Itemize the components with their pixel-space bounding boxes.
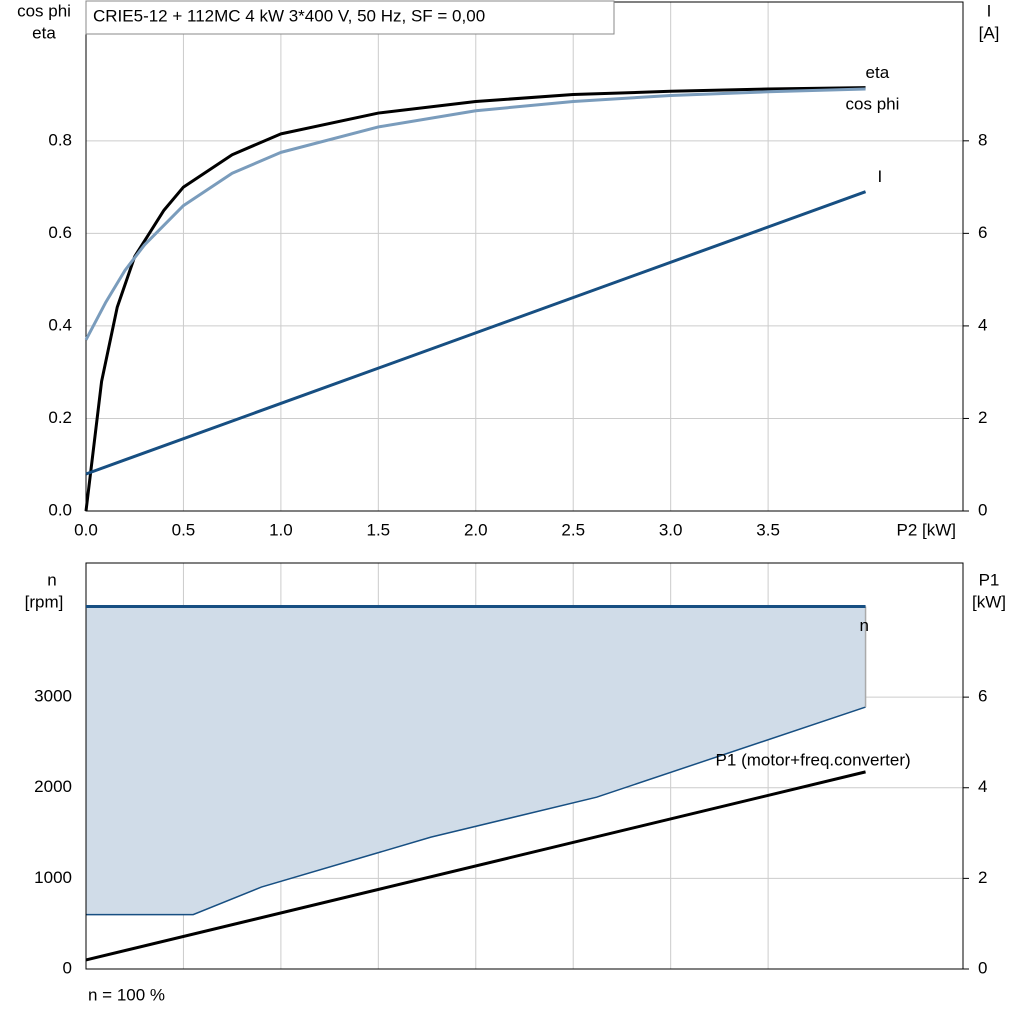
y2-tick-label: 2: [978, 408, 987, 427]
series-label: I: [878, 167, 883, 186]
y-tick-label: 0.0: [48, 500, 72, 519]
y-tick-label: 0.8: [48, 130, 72, 149]
title-box: [85, 0, 615, 35]
y2-axis-label: P1: [979, 570, 1000, 589]
y2-tick-label: 4: [978, 777, 987, 796]
y-tick-label: 0.6: [48, 223, 72, 242]
series-line: [85, 770, 866, 962]
footer: n = 100 %: [88, 985, 165, 1004]
y2-axis-label: I: [987, 1, 992, 20]
y-tick-label: 3000: [34, 687, 72, 706]
series-line: [84, 87, 866, 341]
y2-tick-label: 0: [978, 958, 987, 977]
series-label: cos phi: [846, 94, 900, 113]
x-axis-label: P2 [kW]: [896, 520, 956, 539]
y-axis-label: n: [47, 570, 56, 589]
x-tick-label: 0.5: [172, 520, 196, 539]
y2-tick-label: 6: [978, 687, 987, 706]
x-tick-label: 1.0: [269, 520, 293, 539]
x-tick-label: 1.5: [367, 520, 391, 539]
x-tick-label: 3.5: [756, 520, 780, 539]
y-tick-label: 0.2: [48, 408, 72, 427]
y2-tick-label: 2: [978, 868, 987, 887]
y2-axis-label: [kW]: [972, 592, 1006, 611]
series-line: [84, 86, 866, 512]
y2-tick-label: 6: [978, 223, 987, 242]
plot-frame: [85, 562, 964, 970]
range-area: [86, 606, 866, 915]
x-tick-label: 0.0: [74, 520, 98, 539]
y2-tick-label: 8: [978, 130, 987, 149]
y-tick-label: 0: [63, 958, 72, 977]
series-label: n: [860, 616, 869, 635]
x-tick-label: 2.0: [464, 520, 488, 539]
y-axis-label: eta: [32, 23, 56, 42]
y2-axis-label: [A]: [979, 23, 1000, 42]
range-lower-edge: [86, 706, 866, 916]
series-label: eta: [866, 63, 890, 82]
x-tick-label: 2.5: [561, 520, 585, 539]
y2-tick-label: 4: [978, 315, 987, 334]
series-label: P1 (motor+freq.converter): [716, 750, 911, 769]
y-tick-label: 1000: [34, 868, 72, 887]
y-axis-label: cos phi: [17, 1, 71, 20]
y-axis-label: [rpm]: [25, 592, 64, 611]
x-tick-label: 3.0: [659, 520, 683, 539]
chart-title: CRIE5-12 + 112MC 4 kW 3*400 V, 50 Hz, SF…: [93, 6, 485, 25]
y-tick-label: 0.4: [48, 315, 72, 334]
y-tick-label: 2000: [34, 777, 72, 796]
y2-tick-label: 0: [978, 500, 987, 519]
series-line: [85, 190, 867, 476]
plot-area: [86, 2, 963, 511]
